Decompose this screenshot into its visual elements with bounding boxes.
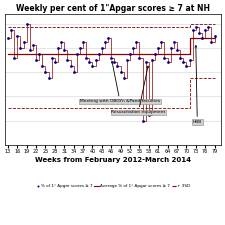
Point: [138, 56, 141, 59]
Point: [175, 49, 179, 52]
Point: [197, 32, 201, 35]
Point: [75, 52, 79, 56]
Point: [66, 58, 69, 62]
X-axis label: Weeks from February 2012-March 2014: Weeks from February 2012-March 2014: [35, 157, 191, 163]
Point: [144, 61, 147, 64]
Point: [169, 46, 173, 50]
Point: [103, 40, 107, 44]
Point: [78, 46, 82, 50]
Point: [88, 61, 91, 64]
Point: [72, 70, 75, 74]
Point: [28, 49, 32, 52]
Point: [122, 76, 126, 80]
Point: [116, 64, 119, 68]
Text: Meeting with OBGYn &Paed faculties: Meeting with OBGYn &Paed faculties: [80, 61, 160, 104]
Point: [153, 52, 157, 56]
Point: [207, 25, 210, 29]
Point: [135, 40, 138, 44]
Point: [40, 64, 44, 68]
Point: [109, 56, 113, 59]
Point: [50, 56, 54, 59]
Point: [156, 46, 160, 50]
Point: [178, 56, 182, 59]
Point: [106, 36, 110, 40]
Point: [44, 70, 47, 74]
Point: [16, 34, 19, 38]
Point: [112, 61, 116, 64]
Point: [31, 44, 35, 47]
Point: [91, 64, 94, 68]
Point: [163, 56, 166, 59]
Point: [191, 28, 194, 32]
Point: [125, 58, 129, 62]
Point: [100, 46, 104, 50]
Point: [94, 58, 97, 62]
Point: [166, 61, 169, 64]
Point: [84, 56, 88, 59]
Point: [81, 40, 85, 44]
Point: [56, 46, 60, 50]
Point: [25, 22, 29, 25]
Point: [69, 64, 72, 68]
Text: HBB: HBB: [193, 45, 202, 124]
Point: [184, 64, 188, 68]
Point: [37, 52, 41, 56]
Point: [97, 52, 101, 56]
Point: [210, 40, 213, 44]
Point: [172, 40, 176, 44]
Point: [213, 34, 216, 38]
Point: [150, 58, 154, 62]
Point: [131, 46, 135, 50]
Point: [47, 76, 50, 80]
Point: [147, 113, 151, 116]
Point: [12, 56, 16, 59]
Point: [19, 46, 22, 50]
Point: [181, 61, 185, 64]
Point: [53, 61, 57, 64]
Point: [22, 40, 25, 44]
Legend: % of 1° Apgar scores ≥ 7, Average % of 1° Apgar scores ≥ 7, + 3SD: % of 1° Apgar scores ≥ 7, Average % of 1…: [33, 182, 192, 190]
Point: [200, 36, 204, 40]
Point: [194, 25, 198, 29]
Text: Resuscitation equipment: Resuscitation equipment: [111, 66, 165, 114]
Point: [59, 40, 63, 44]
Point: [9, 28, 13, 32]
Point: [119, 70, 122, 74]
Point: [63, 49, 66, 52]
Point: [34, 58, 38, 62]
Point: [6, 36, 10, 40]
Title: Weekly per cent of 1"Apgar scores ≥ 7 at NH: Weekly per cent of 1"Apgar scores ≥ 7 at…: [16, 4, 210, 13]
Point: [160, 40, 163, 44]
Point: [128, 52, 132, 56]
Point: [141, 119, 144, 122]
Point: [203, 28, 207, 32]
Point: [188, 58, 191, 62]
